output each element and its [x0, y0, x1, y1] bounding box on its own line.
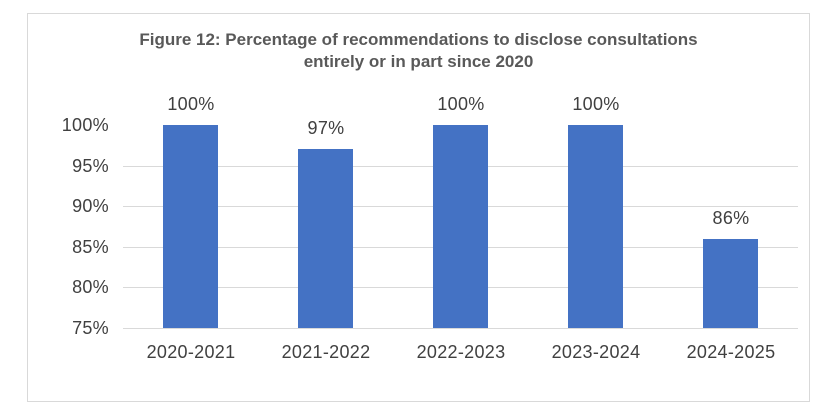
x-tick-label: 2020-2021 — [146, 342, 236, 362]
plot-area: 100% 95% 90% 85% 80% 75% 100% 2020-2021 97% 2021-… — [62, 94, 798, 362]
bar-value-label: 100% — [572, 94, 620, 114]
y-tick-label: 90% — [72, 196, 109, 216]
chart-frame: Figure 12: Percentage of recommendations… — [27, 13, 810, 402]
y-tick-label: 85% — [72, 237, 109, 257]
x-tick-label: 2024-2025 — [686, 342, 776, 362]
bar-value-label: 97% — [307, 118, 345, 138]
x-tick-label: 2021-2022 — [281, 342, 371, 362]
bar — [568, 125, 623, 328]
y-tick-label: 100% — [61, 115, 109, 135]
bar-value-label: 100% — [167, 94, 215, 114]
bar — [703, 239, 758, 328]
bar-value-label: 86% — [712, 208, 750, 228]
chart-title: Figure 12: Percentage of recommendations… — [139, 30, 698, 71]
bar — [298, 149, 353, 328]
y-tick-label: 80% — [72, 277, 109, 297]
bar — [163, 125, 218, 328]
gridline — [123, 328, 798, 329]
bar — [433, 125, 488, 328]
y-tick-label: 95% — [72, 156, 109, 176]
bar-value-label: 100% — [437, 94, 485, 114]
x-tick-label: 2023-2024 — [551, 342, 641, 362]
y-tick-label: 75% — [72, 318, 109, 338]
x-tick-label: 2022-2023 — [416, 342, 506, 362]
